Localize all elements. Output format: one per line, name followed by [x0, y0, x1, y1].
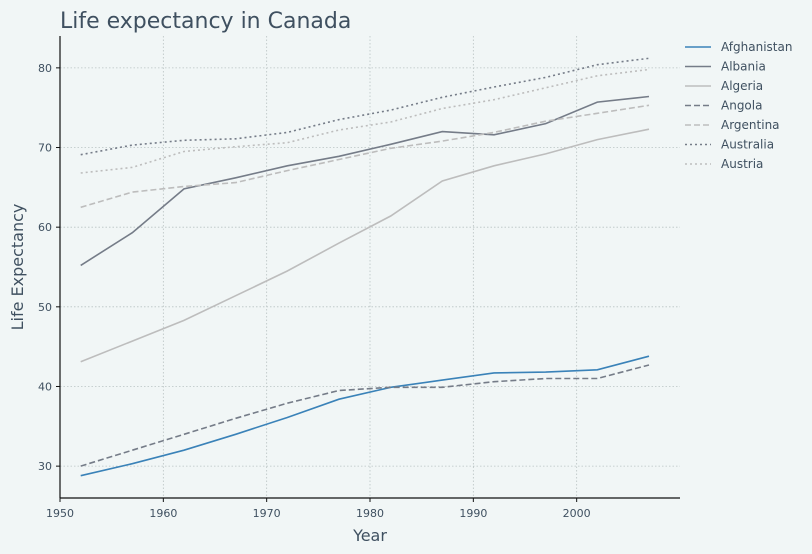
- series-line-austria: [80, 68, 650, 174]
- x-ticks: 1950 1960 1970 1980 1990 2000: [46, 498, 591, 520]
- legend-label-australia: Australia: [721, 138, 774, 152]
- y-ticks: 30 40 50 60 70 80: [38, 62, 60, 473]
- chart-title: Life expectancy in Canada: [60, 9, 351, 34]
- series-line-algeria: [80, 128, 650, 363]
- series-lines: [80, 57, 650, 477]
- x-tick-label: 1980: [356, 507, 384, 520]
- y-axis-label: Life Expectancy: [8, 204, 27, 331]
- series-line-albania: [80, 95, 650, 267]
- legend-label-argentina: Argentina: [721, 118, 780, 132]
- x-tick-label: 2000: [563, 507, 591, 520]
- y-tick-label: 30: [38, 460, 52, 473]
- x-tick-label: 1950: [46, 507, 74, 520]
- y-tick-label: 80: [38, 62, 52, 75]
- legend-label-algeria: Algeria: [721, 79, 763, 93]
- x-tick-label: 1970: [253, 507, 281, 520]
- series-line-angola: [80, 364, 650, 467]
- series-line-argentina: [80, 104, 650, 209]
- grid: [59, 36, 680, 498]
- legend-label-afghanistan: Afghanistan: [721, 40, 792, 54]
- series-line-australia: [80, 57, 650, 156]
- y-tick-label: 60: [38, 221, 52, 234]
- series-line-afghanistan: [80, 355, 650, 477]
- legend: Afghanistan Albania Algeria Angola Argentina…: [685, 40, 792, 171]
- legend-label-austria: Austria: [721, 157, 763, 171]
- x-tick-label: 1990: [459, 507, 487, 520]
- y-tick-label: 40: [38, 380, 52, 393]
- y-tick-label: 50: [38, 301, 52, 314]
- legend-label-angola: Angola: [721, 99, 762, 113]
- x-axis-label: Year: [352, 526, 387, 545]
- x-tick-label: 1960: [149, 507, 177, 520]
- legend-label-albania: Albania: [721, 60, 766, 74]
- y-tick-label: 70: [38, 142, 52, 155]
